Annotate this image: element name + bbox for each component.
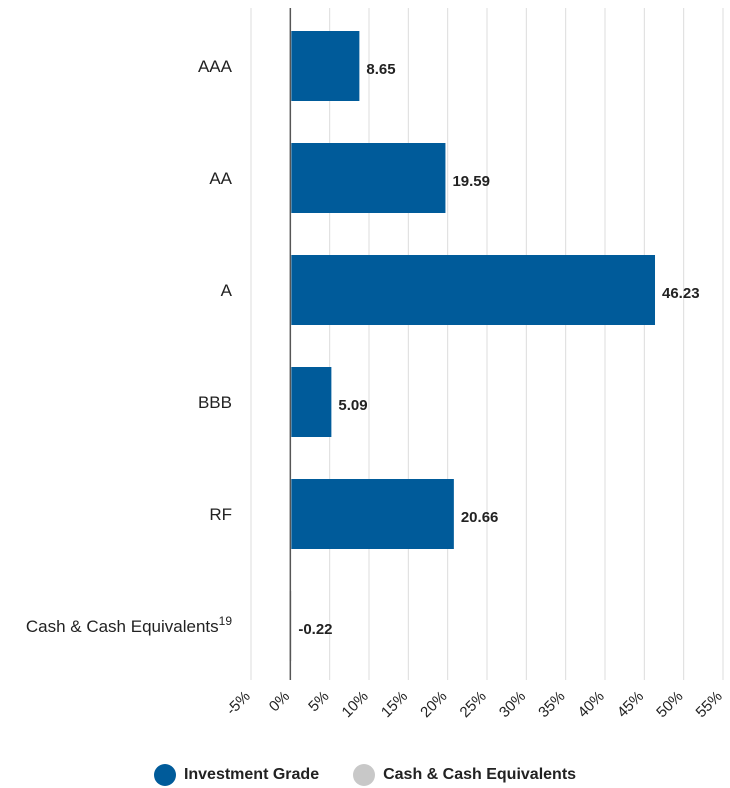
category-label: Cash & Cash Equivalents19 (26, 614, 232, 636)
x-tick-label: 55% (693, 688, 726, 721)
data-label: 19.59 (452, 173, 490, 190)
x-tick-label: 25% (457, 688, 490, 721)
x-tick-label: 45% (614, 688, 647, 721)
x-tick-label: 40% (575, 688, 608, 721)
bar (291, 31, 360, 101)
bar (291, 367, 332, 437)
category-label: AA (209, 169, 232, 188)
legend-swatch-investment-grade (153, 764, 176, 786)
legend-item-investment-grade: Investment Grade (153, 764, 320, 786)
x-tick-labels: -5% 0% 5% 10% 15% 20% 25% 30% 35% 40% 45% 50% 55% (223, 688, 726, 721)
x-tick-label: 30% (496, 688, 529, 721)
x-tick-label: 35% (535, 688, 568, 721)
legend-label-investment-grade: Investment Grade (183, 766, 320, 783)
data-label: 5.09 (338, 397, 367, 414)
bars (289, 31, 656, 661)
x-tick-label: 50% (653, 688, 686, 721)
x-tick-label: 5% (305, 688, 332, 715)
legend-swatch-cash (353, 764, 376, 786)
data-label: 20.66 (461, 509, 499, 526)
bar (291, 143, 446, 213)
data-labels: 8.65 19.59 46.23 5.09 20.66 -0.22 (298, 61, 699, 638)
data-label: 8.65 (366, 61, 395, 78)
category-label: AAA (198, 57, 233, 76)
bar (291, 479, 454, 549)
x-tick-label: 15% (378, 688, 411, 721)
legend-item-cash: Cash & Cash Equivalents (353, 764, 576, 786)
data-label: 46.23 (662, 285, 700, 302)
category-label: RF (209, 505, 232, 524)
legend: Investment Grade Cash & Cash Equivalents (0, 762, 730, 788)
legend-label-cash: Cash & Cash Equivalents (383, 766, 577, 783)
category-label: A (221, 281, 233, 300)
x-tick-label: 0% (266, 688, 293, 715)
x-tick-label: 10% (339, 688, 372, 721)
category-label: BBB (198, 393, 232, 412)
x-tick-label: 20% (417, 688, 450, 721)
data-label: -0.22 (298, 621, 332, 638)
x-tick-label: -5% (223, 688, 254, 719)
gridlines (250, 8, 724, 680)
bar (291, 255, 656, 325)
